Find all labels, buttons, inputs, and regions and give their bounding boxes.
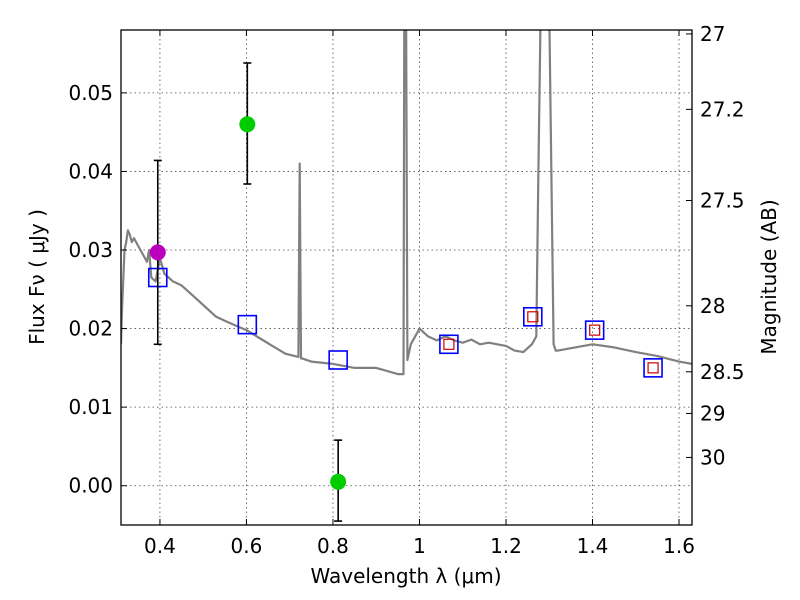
right-tick-label: 27 [700, 22, 725, 46]
sed-model-line [121, 30, 692, 376]
x-tick-label: 0.4 [144, 534, 176, 558]
observed-square-marker [647, 362, 659, 374]
grid [121, 30, 692, 525]
x-tick-label: 1 [413, 534, 426, 558]
right-tick-label: 28.5 [700, 360, 745, 384]
right-tick-label: 27.2 [700, 97, 745, 121]
x-tick-label: 0.6 [231, 534, 263, 558]
y-axis-label: Flux Fν ( μJy ) [25, 209, 49, 345]
detection-point [330, 473, 347, 490]
x-tick-label: 1.4 [577, 534, 609, 558]
y-tick-label: 0.05 [68, 81, 113, 105]
model-square-marker [237, 314, 258, 335]
x-axis-label: Wavelength λ (μm) [310, 564, 501, 588]
right-tick-label: 28 [700, 294, 725, 318]
model-square-marker [584, 320, 605, 340]
model-square-marker [439, 334, 459, 355]
right-tick-label: 27.5 [700, 189, 745, 213]
y-tick-label: 0.00 [68, 474, 113, 498]
observed-square-marker [589, 324, 601, 336]
plot-frame [120, 29, 693, 526]
y-tick-label: 0.04 [68, 159, 113, 183]
detection-point [239, 116, 256, 133]
right-tick-label: 29 [700, 401, 725, 425]
y-tick-label: 0.01 [68, 395, 113, 419]
y-tick-label: 0.03 [68, 238, 113, 262]
model-square-marker [328, 350, 348, 370]
y-tick-label: 0.02 [68, 317, 113, 341]
observed-square-marker [443, 338, 455, 350]
x-tick-label: 1.6 [663, 534, 695, 558]
x-tick-label: 1.2 [490, 534, 522, 558]
data-layer [121, 30, 692, 522]
model-square-marker [523, 306, 543, 327]
right-tick-label: 30 [700, 445, 725, 469]
detection-point [149, 244, 166, 261]
right-axis-label: Magnitude (AB) [757, 199, 781, 354]
model-square-marker [643, 358, 663, 378]
observed-square-marker [527, 311, 539, 323]
x-tick-label: 0.8 [317, 534, 349, 558]
ticks: 0.4 0.6 0.8 1 1.2 1.4 1.6 0.00 0.01 0.02 0.03 0.04 0… [68, 22, 744, 558]
